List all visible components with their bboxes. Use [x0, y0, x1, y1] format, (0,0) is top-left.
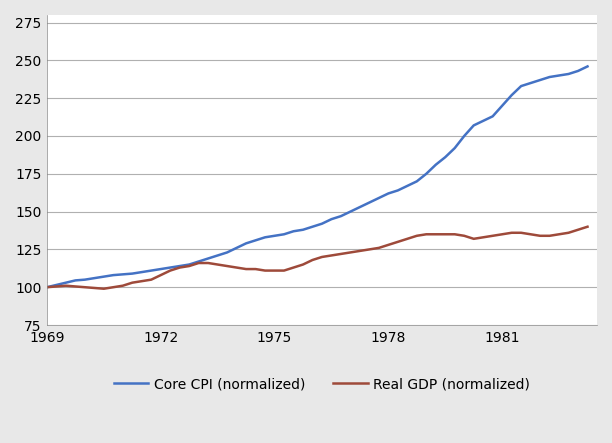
- Core CPI (normalized): [166, 265, 174, 270]
- Real GDP (normalized): [508, 230, 515, 235]
- Core CPI (normalized): [404, 183, 411, 189]
- Real GDP (normalized): [100, 286, 108, 291]
- Legend: Core CPI (normalized), Real GDP (normalized): Core CPI (normalized), Real GDP (normali…: [108, 372, 536, 397]
- Core CPI (normalized): [499, 103, 506, 109]
- Real GDP (normalized): [565, 230, 572, 235]
- Line: Real GDP (normalized): Real GDP (normalized): [47, 227, 588, 289]
- Real GDP (normalized): [413, 233, 420, 238]
- Core CPI (normalized): [176, 264, 184, 269]
- Core CPI (normalized): [442, 155, 449, 160]
- Real GDP (normalized): [185, 264, 193, 269]
- Core CPI (normalized): [584, 64, 591, 69]
- Real GDP (normalized): [176, 265, 184, 270]
- Core CPI (normalized): [565, 71, 572, 77]
- Line: Core CPI (normalized): Core CPI (normalized): [47, 66, 588, 287]
- Real GDP (normalized): [584, 224, 591, 229]
- Core CPI (normalized): [43, 284, 51, 290]
- Real GDP (normalized): [451, 232, 458, 237]
- Real GDP (normalized): [43, 284, 51, 290]
